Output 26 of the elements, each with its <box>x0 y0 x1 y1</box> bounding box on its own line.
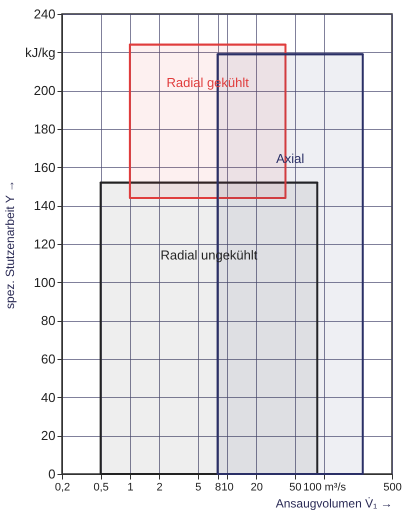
y-tick-label: 100 <box>34 274 56 290</box>
y-tick-label: 240 <box>34 6 56 22</box>
x-tick-label: 5 <box>195 482 202 494</box>
y-axis-title: spez. Stutzenarbeit Y → <box>3 180 18 309</box>
x-tick-label: 8 <box>215 482 222 494</box>
x-tick-label: 50 <box>289 482 302 494</box>
y-tick-label: 180 <box>34 122 56 136</box>
y-tick-label: 140 <box>34 198 56 214</box>
x-tick-label: 500 <box>383 482 402 494</box>
y-tick-label: 80 <box>41 313 56 328</box>
x-tick-label: 2 <box>156 482 163 494</box>
y-tick-label: kJ/kg <box>25 44 56 60</box>
x-tick-label: 0,2 <box>54 482 70 494</box>
x-tick-label: 100 m³/s <box>303 482 347 494</box>
y-tick-label: 160 <box>34 160 56 175</box>
x-tick-label: 10 <box>221 482 234 494</box>
y-tick-label: 200 <box>34 83 56 98</box>
y-tick-label: 120 <box>34 236 56 252</box>
y-tick-label: 20 <box>41 428 56 444</box>
x-axis-title: Ansaugvolumen V̇₁ → <box>276 496 392 510</box>
y-tick-label: 40 <box>41 390 56 405</box>
x-tick-label: 20 <box>250 482 263 494</box>
y-tick-label: 60 <box>41 352 56 366</box>
y-tick-label: 0 <box>48 466 56 482</box>
x-tick-label: 0,5 <box>94 482 109 494</box>
x-tick-label: 1 <box>127 482 134 494</box>
